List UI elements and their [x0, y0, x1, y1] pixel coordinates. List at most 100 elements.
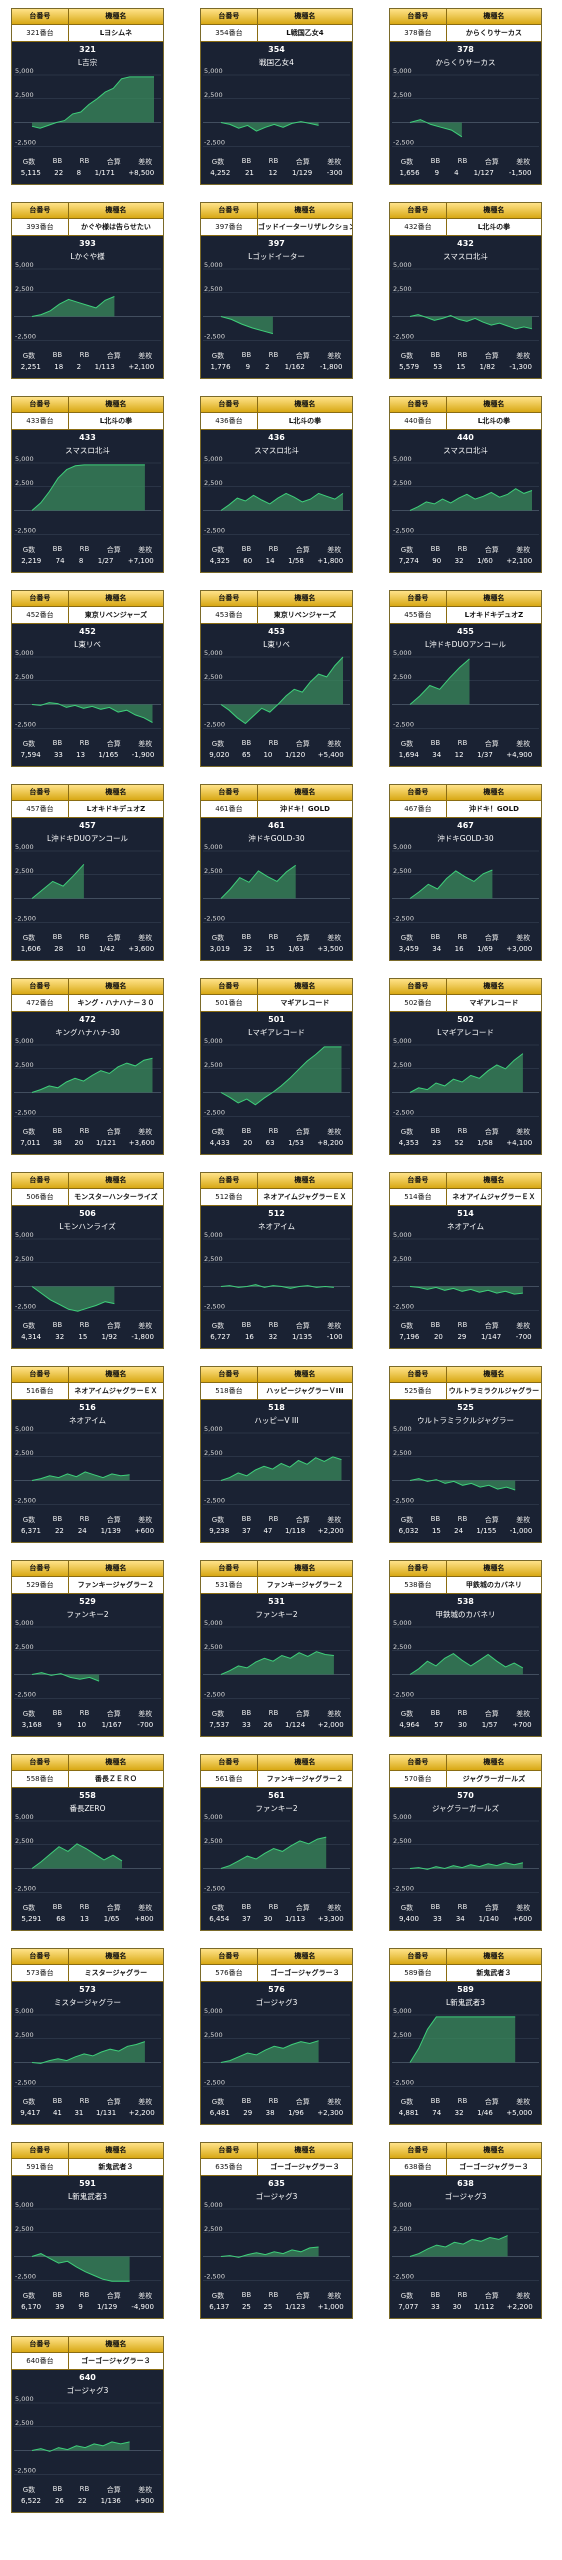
- axis-tick-label: -2,500: [393, 720, 414, 728]
- machine-card[interactable]: 台番号 機種名 514番台 ネオアイムジャグラーＥＸ 514 ネオアイム 5,0…: [389, 1172, 542, 1349]
- machine-card[interactable]: 台番号 機種名 433番台 L北斗の拳 433 スマスロ北斗 5,000 2,50…: [11, 396, 164, 573]
- stat-g: 7,537: [209, 1721, 230, 1729]
- stat-g: 9,020: [209, 751, 230, 759]
- machine-card[interactable]: 台番号 機種名 529番台 ファンキージャグラー２ 529 ファンキー2 5,0…: [11, 1560, 164, 1737]
- machine-name: ネオアイム: [69, 1416, 106, 1425]
- stat-g: 1,694: [398, 751, 419, 759]
- machine-card[interactable]: 台番号 機種名 506番台 モンスターハンターライズ 506 Lモンハンライズ …: [11, 1172, 164, 1349]
- stat-label-bb: BB: [430, 1321, 441, 1329]
- machine-card[interactable]: 台番号 機種名 635番台 ゴーゴージャグラー３ 635 ゴージャグ3 5,00…: [200, 2142, 353, 2319]
- stat-label-diff: 差枚: [138, 1904, 153, 1912]
- stat-bb: 20: [243, 1139, 253, 1147]
- stat-rb: 15: [265, 945, 275, 953]
- axis-tick-label: -2,500: [393, 2078, 414, 2086]
- stat-label-bb: BB: [430, 2291, 441, 2299]
- machine-number: 635: [268, 2179, 285, 2188]
- diff-chart: 5,000 2,500 -2,500: [203, 261, 350, 341]
- stats-values: 1,606 28 10 1/42 +3,600: [14, 945, 161, 953]
- machine-card[interactable]: 台番号 機種名 531番台 ファンキージャグラー２ 531 ファンキー2 5,0…: [200, 1560, 353, 1737]
- machine-card[interactable]: 台番号 機種名 501番台 マギアレコード 501 Lマギアレコード 5,000…: [200, 978, 353, 1155]
- stats-header: G数 BB RB 合算 差枚: [203, 351, 350, 361]
- slot-label: 393番台: [12, 219, 69, 235]
- stats-header: G数 BB RB 合算 差枚: [203, 1515, 350, 1525]
- diff-area: [410, 2235, 508, 2257]
- machine-card[interactable]: 台番号 機種名 558番台 番長ＺＥＲＯ 558 番長ZERO 5,000 2,5…: [11, 1754, 164, 1931]
- machine-card[interactable]: 台番号 機種名 440番台 L北斗の拳 440 スマスロ北斗 5,000 2,50…: [389, 396, 542, 573]
- machine-card[interactable]: 台番号 機種名 432番台 L北斗の拳 432 スマスロ北斗 5,000 2,50…: [389, 202, 542, 379]
- machine-card[interactable]: 台番号 機種名 393番台 かぐや様は告らせたい 393 Lかぐや様 5,000…: [11, 202, 164, 379]
- stat-label-total: 合算: [106, 546, 121, 554]
- machine-name-header: 機種名: [483, 1758, 505, 1766]
- machine-no-header: 台番号: [201, 397, 258, 412]
- machine-card[interactable]: 台番号 機種名 538番台 甲鉄城のカバネリ 538 甲鉄城のカバネリ 5,00…: [389, 1560, 542, 1737]
- machine-card[interactable]: 台番号 機種名 512番台 ネオアイムジャグラーＥＸ 512 ネオアイム 5,0…: [200, 1172, 353, 1349]
- stat-label-bb: BB: [241, 1709, 252, 1717]
- machine-card[interactable]: 台番号 機種名 354番台 L戦国乙女4 354 戦国乙女4 5,000 2,50…: [200, 8, 353, 185]
- machine-card[interactable]: 台番号 機種名 518番台 ハッピージャグラーＶIII 518 ハッピーV II…: [200, 1366, 353, 1543]
- stat-diff: -1,000: [509, 1527, 533, 1535]
- axis-tick-label: -2,500: [204, 1302, 225, 1310]
- card-subheader: 502番台 マギアレコード: [390, 995, 541, 1012]
- machine-card[interactable]: 台番号 機種名 640番台 ゴーゴージャグラー３ 640 ゴージャグ3 5,00…: [11, 2336, 164, 2513]
- stats-header: G数 BB RB 合算 差枚: [392, 157, 539, 167]
- stat-rb: 10: [76, 945, 86, 953]
- machine-card[interactable]: 台番号 機種名 457番台 LオキドキデュオZ 457 L沖ドキDUOアンコール…: [11, 784, 164, 961]
- machine-card[interactable]: 台番号 機種名 525番台 ウルトラミラクルジャグラー 525 ウルトラミラクル…: [389, 1366, 542, 1543]
- machine-card[interactable]: 台番号 機種名 378番台 からくりサーカス 378 からくりサーカス 5,00…: [389, 8, 542, 185]
- stat-g: 6,371: [20, 1527, 42, 1535]
- stat-label-rb: RB: [268, 2291, 279, 2299]
- machine-card[interactable]: 台番号 機種名 452番台 東京リベンジャーズ 452 L東リベ 5,000 2,…: [11, 590, 164, 767]
- machine-card[interactable]: 台番号 機種名 455番台 LオキドキデュオZ 455 L沖ドキDUOアンコール…: [389, 590, 542, 767]
- stat-diff: +1,000: [317, 2303, 344, 2311]
- stat-rb: 26: [263, 1721, 273, 1729]
- machine-card[interactable]: 台番号 機種名 453番台 東京リベンジャーズ 453 L東リベ 5,000 2,…: [200, 590, 353, 767]
- diff-line: [220, 864, 296, 899]
- axis-tick-label: 5,000: [393, 455, 412, 463]
- card-subheader: 440番台 L北斗の拳: [390, 413, 541, 430]
- stat-rb: 30: [458, 1721, 467, 1729]
- machine-card[interactable]: 台番号 機種名 502番台 マギアレコード 502 Lマギアレコード 5,000…: [389, 978, 542, 1155]
- axis-tick-label: -2,500: [204, 914, 225, 922]
- machine-card[interactable]: 台番号 機種名 561番台 ファンキージャグラー２ 561 ファンキー2 5,0…: [200, 1754, 353, 1931]
- machine-card[interactable]: 台番号 機種名 570番台 ジャグラーガールズ 570 ジャグラーガールズ 5,…: [389, 1754, 542, 1931]
- stat-label-rb: RB: [268, 1515, 279, 1523]
- diff-line: [409, 2016, 516, 2063]
- machine-card[interactable]: 台番号 機種名 472番台 キング・ハナハナ－３０ 472 キングハナハナ-30…: [11, 978, 164, 1155]
- machine-card[interactable]: 台番号 機種名 576番台 ゴーゴージャグラー３ 576 ゴージャグ3 5,00…: [200, 1948, 353, 2125]
- stat-total: 1/42: [99, 945, 115, 953]
- axis-tick-label: 5,000: [204, 1231, 223, 1239]
- machine-card[interactable]: 台番号 機種名 321番台 Lヨシムネ 321 L吉宗 5,000 2,500 -2…: [11, 8, 164, 185]
- stat-diff: +5,000: [506, 2109, 533, 2117]
- machine-no-header: 台番号: [390, 203, 447, 218]
- machine-card[interactable]: 台番号 機種名 467番台 沖ドキ！GOLD 467 沖ドキGOLD-30 5,…: [389, 784, 542, 961]
- machine-number: 640: [79, 2373, 96, 2382]
- machine-card[interactable]: 台番号 機種名 591番台 新鬼武者３ 591 L新鬼武者3 5,000 2,50…: [11, 2142, 164, 2319]
- machine-card[interactable]: 台番号 機種名 516番台 ネオアイムジャグラーＥＸ 516 ネオアイム 5,0…: [11, 1366, 164, 1543]
- stats-values: 2,251 18 2 1/113 +2,100: [14, 363, 161, 371]
- machine-name-header: 機種名: [105, 1176, 127, 1184]
- diff-area: [410, 1653, 523, 1675]
- axis-tick-label: -2,500: [393, 526, 414, 534]
- machine-card[interactable]: 台番号 機種名 573番台 ミスタージャグラー 573 ミスタージャグラー 5,…: [11, 1948, 164, 2125]
- stat-label-diff: 差枚: [516, 1322, 531, 1330]
- stat-bb: 37: [241, 1527, 251, 1535]
- card-subheader: 591番台 新鬼武者３: [12, 2159, 163, 2176]
- card-subheader: 321番台 Lヨシムネ: [12, 25, 163, 42]
- machine-card[interactable]: 台番号 機種名 436番台 L北斗の拳 436 スマスロ北斗 5,000 2,50…: [200, 396, 353, 573]
- machine-card[interactable]: 台番号 機種名 461番台 沖ドキ！GOLD 461 沖ドキGOLD-30 5,…: [200, 784, 353, 961]
- machine-name-header: 機種名: [483, 788, 505, 796]
- stats-header: G数 BB RB 合算 差枚: [203, 739, 350, 749]
- machine-name: 沖ドキGOLD-30: [248, 834, 305, 843]
- machine-card[interactable]: 台番号 機種名 589番台 新鬼武者３ 589 L新鬼武者3 5,000 2,50…: [389, 1948, 542, 2125]
- machine-name: ファンキー2: [66, 1610, 109, 1619]
- machine-card[interactable]: 台番号 機種名 638番台 ゴーゴージャグラー３ 638 ゴージャグ3 5,00…: [389, 2142, 542, 2319]
- stat-label-bb: BB: [241, 157, 252, 165]
- axis-tick-label: 2,500: [15, 285, 34, 293]
- diff-line: [409, 658, 470, 705]
- diff-line: [31, 863, 85, 899]
- axis-tick-label: 2,500: [393, 1643, 412, 1651]
- stat-label-total: 合算: [295, 546, 310, 554]
- machine-card[interactable]: 台番号 機種名 397番台 ゴッドイーターリザレクション 397 Lゴッドイータ…: [200, 202, 353, 379]
- stat-diff: +2,200: [317, 1527, 344, 1535]
- stats-values: 1,776 9 2 1/162 -1,800: [203, 363, 350, 371]
